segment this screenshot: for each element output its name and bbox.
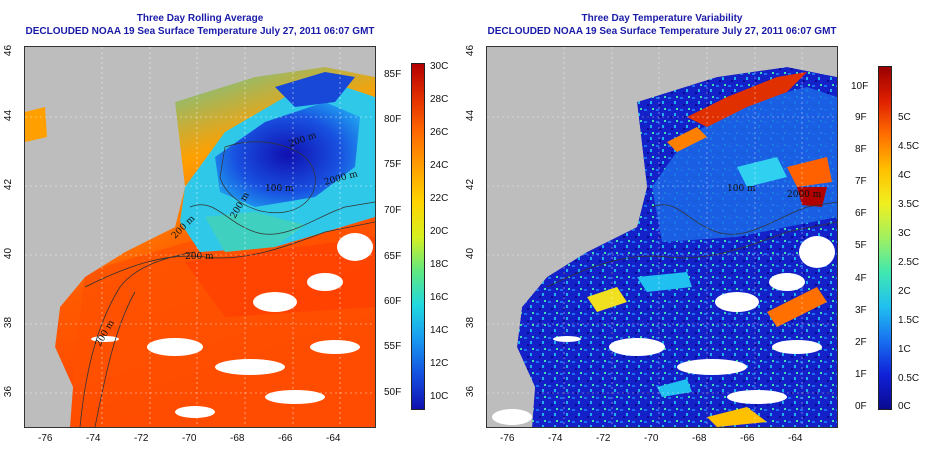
lon-tick: -70 [182, 433, 197, 444]
colorbar-label-c: 12C [430, 358, 449, 369]
colorbar-label-f: 80F [384, 114, 402, 125]
colorbar-label-f: 55F [384, 341, 402, 352]
colorbar-label-f: 75F [384, 159, 402, 170]
lon-tick: -66 [740, 433, 755, 444]
colorbar-label-c: 24C [430, 160, 449, 171]
left-sst-map: 2000 m 200 m 100 m 200 m 200 m 200 m 200… [24, 46, 376, 428]
lat-tick: 36 [465, 385, 477, 398]
colorbar-label-c: 16C [430, 292, 449, 303]
contour-label-100m-right: 100 m [727, 184, 756, 194]
colorbar-label-f: 85F [384, 69, 402, 80]
lat-tick: 40 [3, 247, 15, 260]
left-map-title: Three Day Rolling Average [136, 13, 264, 24]
right-map-title: Three Day Temperature Variability [581, 13, 743, 24]
colorbar-label-c: 28C [430, 94, 449, 105]
lon-tick: -68 [230, 433, 245, 444]
colorbar-label-f: 4F [855, 273, 867, 284]
lon-tick: -64 [326, 433, 341, 444]
lat-tick: 46 [465, 44, 477, 57]
colorbar-label-f: 5F [855, 240, 867, 251]
colorbar-label-c: 0.5C [898, 373, 920, 384]
left-map-subtitle: DECLOUDED NOAA 19 Sea Surface Temperatur… [25, 26, 375, 37]
colorbar-label-f: 1F [855, 369, 867, 380]
colorbar-label-f: 8F [855, 144, 867, 155]
colorbar-label-c: 5C [898, 112, 911, 123]
lat-tick: 38 [465, 316, 477, 329]
right-variability-image: 100 m 2000 m [487, 47, 837, 427]
right-map-subtitle: DECLOUDED NOAA 19 Sea Surface Temperatur… [487, 26, 837, 37]
colorbar-label-c: 14C [430, 325, 449, 336]
colorbar-label-c: 22C [430, 193, 449, 204]
right-colorbar [878, 66, 892, 410]
colorbar-label-f: 9F [855, 112, 867, 123]
colorbar-label-f: 50F [384, 387, 402, 398]
colorbar-label-f: 10F [851, 81, 869, 92]
left-colorbar [411, 63, 425, 410]
lon-tick: -74 [548, 433, 563, 444]
colorbar-label-f: 65F [384, 251, 402, 262]
lon-tick: -72 [134, 433, 149, 444]
colorbar-label-f: 2F [855, 337, 867, 348]
colorbar-label-f: 70F [384, 205, 402, 216]
colorbar-label-f: 60F [384, 296, 402, 307]
lat-tick: 46 [3, 44, 15, 57]
lon-tick: -72 [596, 433, 611, 444]
colorbar-label-f: 0F [855, 401, 867, 412]
lon-tick: -68 [692, 433, 707, 444]
colorbar-label-c: 1.5C [898, 315, 920, 326]
contour-label-2000m-right: 2000 m [787, 190, 822, 200]
colorbar-label-c: 0C [898, 401, 911, 412]
colorbar-label-c: 10C [430, 391, 449, 402]
colorbar-label-c: 3.5C [898, 199, 920, 210]
colorbar-label-c: 4C [898, 170, 911, 181]
colorbar-label-c: 3C [898, 228, 911, 239]
colorbar-label-c: 20C [430, 226, 449, 237]
contour-label-200m-left: 200 m [185, 252, 214, 262]
colorbar-label-f: 7F [855, 176, 867, 187]
lat-tick: 42 [465, 178, 477, 191]
colorbar-label-c: 30C [430, 61, 449, 72]
lat-tick: 42 [3, 178, 15, 191]
lon-tick: -76 [500, 433, 515, 444]
lon-tick: -66 [278, 433, 293, 444]
colorbar-label-f: 3F [855, 305, 867, 316]
lon-tick: -70 [644, 433, 659, 444]
contour-label-100m-left: 100 m [265, 184, 294, 194]
right-variability-map: 100 m 2000 m [486, 46, 838, 428]
colorbar-label-c: 2.5C [898, 257, 920, 268]
lon-tick: -74 [86, 433, 101, 444]
lon-tick: -76 [38, 433, 53, 444]
colorbar-label-c: 26C [430, 127, 449, 138]
lon-tick: -64 [788, 433, 803, 444]
lat-tick: 44 [465, 109, 477, 122]
colorbar-label-f: 6F [855, 208, 867, 219]
lat-tick: 44 [3, 109, 15, 122]
colorbar-label-c: 1C [898, 344, 911, 355]
colorbar-label-c: 4.5C [898, 141, 920, 152]
lat-tick: 40 [465, 247, 477, 260]
lat-tick: 38 [3, 316, 15, 329]
lat-tick: 36 [3, 385, 15, 398]
colorbar-label-c: 18C [430, 259, 449, 270]
colorbar-label-c: 2C [898, 286, 911, 297]
left-sst-image: 2000 m 200 m 100 m 200 m 200 m 200 m 200… [25, 47, 375, 427]
